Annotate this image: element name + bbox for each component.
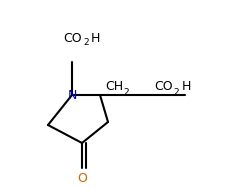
Text: 2: 2 [173,88,179,97]
Text: CO: CO [63,31,82,45]
Text: 2: 2 [83,38,89,47]
Text: O: O [77,171,87,185]
Text: H: H [91,31,100,45]
Text: N: N [67,88,77,102]
Text: 2: 2 [123,88,129,97]
Text: H: H [182,80,191,93]
Text: CO: CO [154,80,173,93]
Text: CH: CH [105,80,123,93]
